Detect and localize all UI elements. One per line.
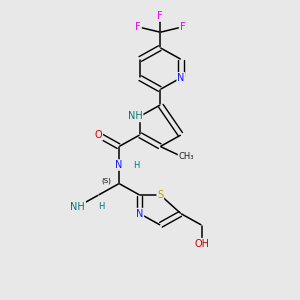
Text: NH: NH	[128, 111, 143, 122]
Text: (S): (S)	[101, 178, 111, 184]
Text: F: F	[180, 22, 185, 32]
Text: NH: NH	[70, 202, 85, 212]
Text: CH₃: CH₃	[178, 152, 194, 161]
Text: OH: OH	[194, 238, 209, 249]
Text: S: S	[157, 190, 164, 200]
Text: H: H	[134, 160, 140, 169]
Text: F: F	[135, 22, 141, 32]
Text: H: H	[98, 202, 105, 211]
Text: N: N	[116, 160, 123, 170]
Text: F: F	[158, 11, 163, 21]
Text: N: N	[177, 73, 184, 83]
Text: N: N	[136, 208, 143, 219]
Text: O: O	[95, 130, 102, 140]
